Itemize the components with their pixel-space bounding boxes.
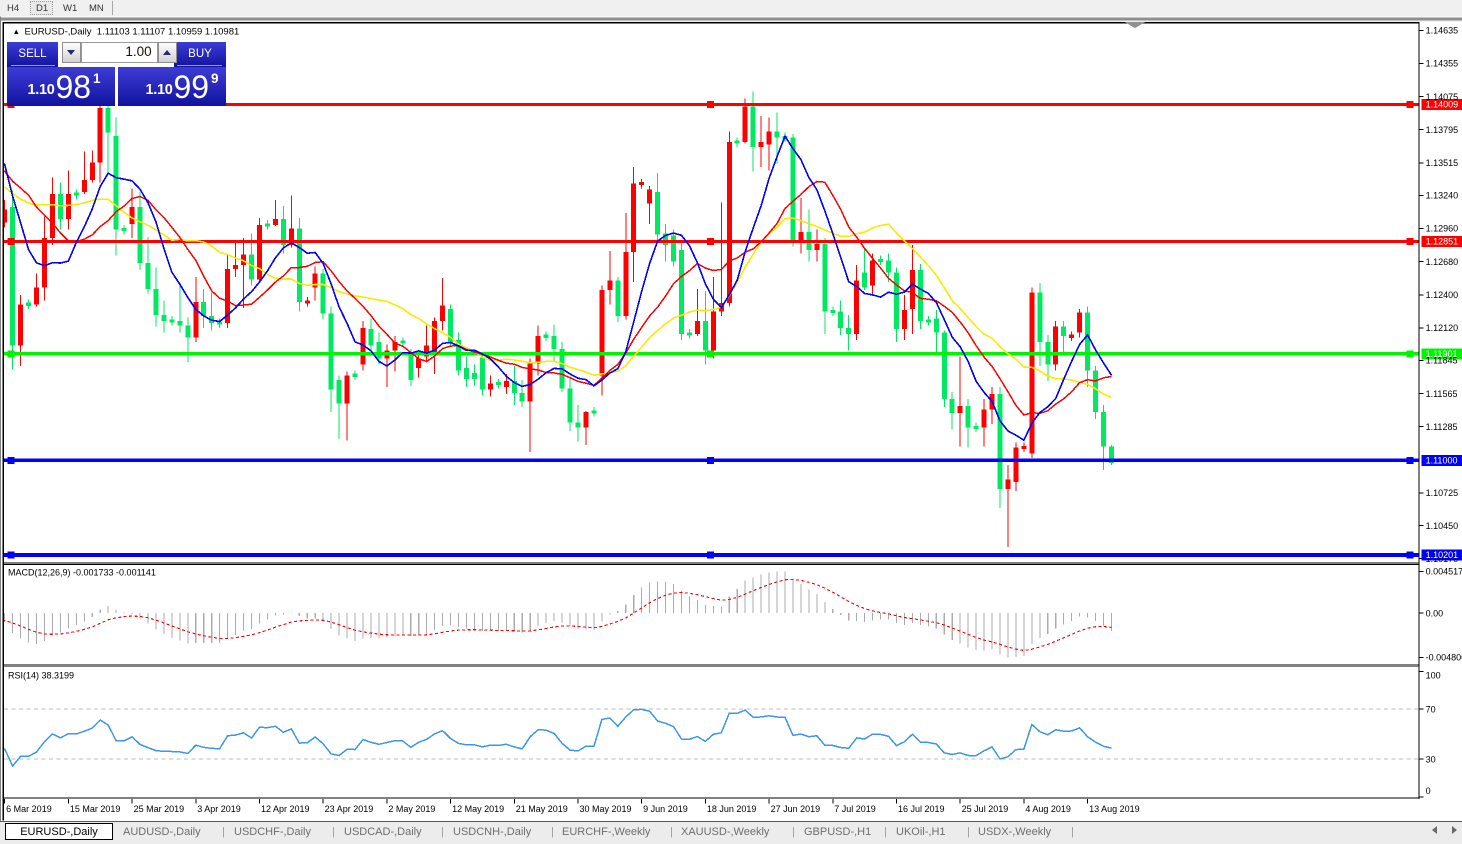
svg-text:0.00: 0.00 xyxy=(1426,608,1444,618)
svg-text:MACD(12,26,9) -0.001733 -0.001: MACD(12,26,9) -0.001733 -0.001141 xyxy=(8,568,156,578)
svg-text:16 Jul 2019: 16 Jul 2019 xyxy=(898,804,945,814)
svg-text:1.10450: 1.10450 xyxy=(1426,521,1459,531)
svg-text:9 Jun 2019: 9 Jun 2019 xyxy=(643,804,688,814)
svg-text:6 Mar 2019: 6 Mar 2019 xyxy=(6,804,52,814)
svg-text:18 Jun 2019: 18 Jun 2019 xyxy=(707,804,757,814)
svg-text:1.14009: 1.14009 xyxy=(1426,100,1459,110)
svg-text:21 May 2019: 21 May 2019 xyxy=(516,804,568,814)
svg-text:EURUSD-,Daily 1.11103 1.11107: EURUSD-,Daily 1.11103 1.11107 1.10959 1.… xyxy=(25,26,240,37)
svg-text:1.11285: 1.11285 xyxy=(1426,422,1458,432)
svg-text:▲: ▲ xyxy=(13,27,20,36)
svg-text:12 Apr 2019: 12 Apr 2019 xyxy=(261,804,310,814)
svg-text:-0.004806: -0.004806 xyxy=(1426,653,1462,663)
svg-text:1.14635: 1.14635 xyxy=(1426,26,1459,36)
svg-text:1.11901: 1.11901 xyxy=(1426,349,1458,359)
svg-text:1.12851: 1.12851 xyxy=(1426,237,1459,247)
svg-text:12 May 2019: 12 May 2019 xyxy=(452,804,504,814)
svg-text:25 Jul 2019: 25 Jul 2019 xyxy=(962,804,1009,814)
svg-text:1.12960: 1.12960 xyxy=(1426,224,1459,234)
svg-text:1.12680: 1.12680 xyxy=(1426,257,1459,267)
svg-text:13 Aug 2019: 13 Aug 2019 xyxy=(1089,804,1140,814)
svg-text:1.13795: 1.13795 xyxy=(1426,125,1459,135)
svg-text:1.11000: 1.11000 xyxy=(1426,456,1458,466)
svg-text:70: 70 xyxy=(1426,704,1436,714)
svg-text:30 May 2019: 30 May 2019 xyxy=(579,804,631,814)
svg-text:15 Mar 2019: 15 Mar 2019 xyxy=(70,804,121,814)
svg-text:1.11565: 1.11565 xyxy=(1426,389,1458,399)
svg-text:1.10725: 1.10725 xyxy=(1426,488,1459,498)
svg-text:25 Mar 2019: 25 Mar 2019 xyxy=(134,804,185,814)
svg-text:1.10201: 1.10201 xyxy=(1426,550,1459,560)
svg-text:1.10170: 1.10170 xyxy=(1426,554,1459,564)
svg-text:23 Apr 2019: 23 Apr 2019 xyxy=(325,804,374,814)
svg-text:RSI(14) 38.3199: RSI(14) 38.3199 xyxy=(8,671,74,681)
svg-text:0.004517: 0.004517 xyxy=(1426,567,1462,577)
svg-text:2 May 2019: 2 May 2019 xyxy=(388,804,435,814)
svg-text:1.13515: 1.13515 xyxy=(1426,158,1459,168)
svg-text:3 Apr 2019: 3 Apr 2019 xyxy=(197,804,241,814)
svg-text:1.11845: 1.11845 xyxy=(1426,356,1458,366)
svg-text:7 Jul 2019: 7 Jul 2019 xyxy=(834,804,876,814)
svg-text:1.14355: 1.14355 xyxy=(1426,59,1459,69)
svg-text:4 Aug 2019: 4 Aug 2019 xyxy=(1025,804,1071,814)
svg-text:27 Jun 2019: 27 Jun 2019 xyxy=(771,804,821,814)
svg-text:1.14075: 1.14075 xyxy=(1426,92,1459,102)
svg-text:100: 100 xyxy=(1426,671,1441,681)
svg-text:1.12400: 1.12400 xyxy=(1426,290,1459,300)
svg-text:30: 30 xyxy=(1426,754,1436,764)
svg-text:1.12120: 1.12120 xyxy=(1426,323,1459,333)
svg-text:1.13240: 1.13240 xyxy=(1426,191,1459,201)
svg-text:0: 0 xyxy=(1426,786,1431,796)
